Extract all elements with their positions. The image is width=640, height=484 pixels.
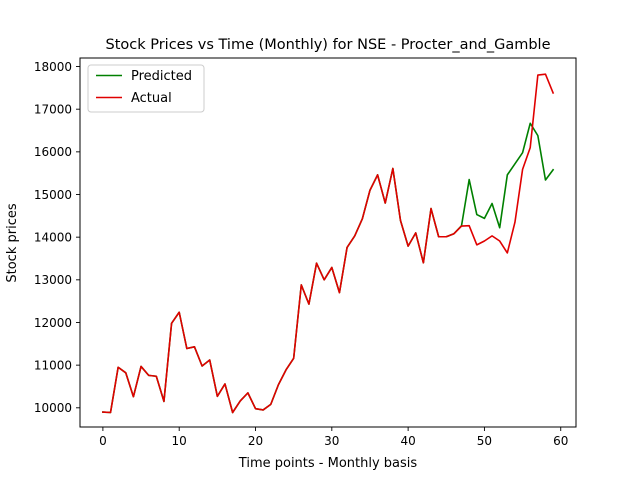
y-tick-label: 15000: [34, 188, 72, 202]
y-tick-label: 17000: [34, 102, 72, 116]
y-tick-label: 12000: [34, 316, 72, 330]
series-lines: [102, 73, 555, 414]
x-tick-label: 50: [477, 434, 492, 448]
x-axis-label: Time points - Monthly basis: [238, 456, 418, 471]
y-tick-label: 18000: [34, 60, 72, 74]
x-tick-label: 20: [248, 434, 263, 448]
x-tick-label: 60: [553, 434, 568, 448]
x-tick-label: 40: [400, 434, 415, 448]
x-tick-label: 0: [99, 434, 107, 448]
y-tick-label: 11000: [34, 358, 72, 372]
chart-title: Stock Prices vs Time (Monthly) for NSE -…: [105, 37, 550, 53]
series-line-actual: [102, 73, 555, 414]
plot-area-frame: [79, 57, 577, 428]
legend: Predicted Actual: [87, 64, 205, 113]
x-tick-label: 10: [172, 434, 187, 448]
axis-ticks: 0 10 20 30 40 50 60 10000 11000 12000 13000 14000 15…: [34, 60, 569, 448]
y-tick-label: 14000: [34, 230, 72, 244]
y-tick-label: 10000: [34, 401, 72, 415]
y-tick-label: 16000: [34, 145, 72, 159]
legend-label-actual: Actual: [131, 91, 172, 106]
y-tick-label: 13000: [34, 273, 72, 287]
x-tick-label: 30: [324, 434, 339, 448]
legend-label-predicted: Predicted: [131, 69, 192, 84]
y-axis-label: Stock prices: [5, 203, 20, 282]
legend-box: [87, 64, 205, 113]
